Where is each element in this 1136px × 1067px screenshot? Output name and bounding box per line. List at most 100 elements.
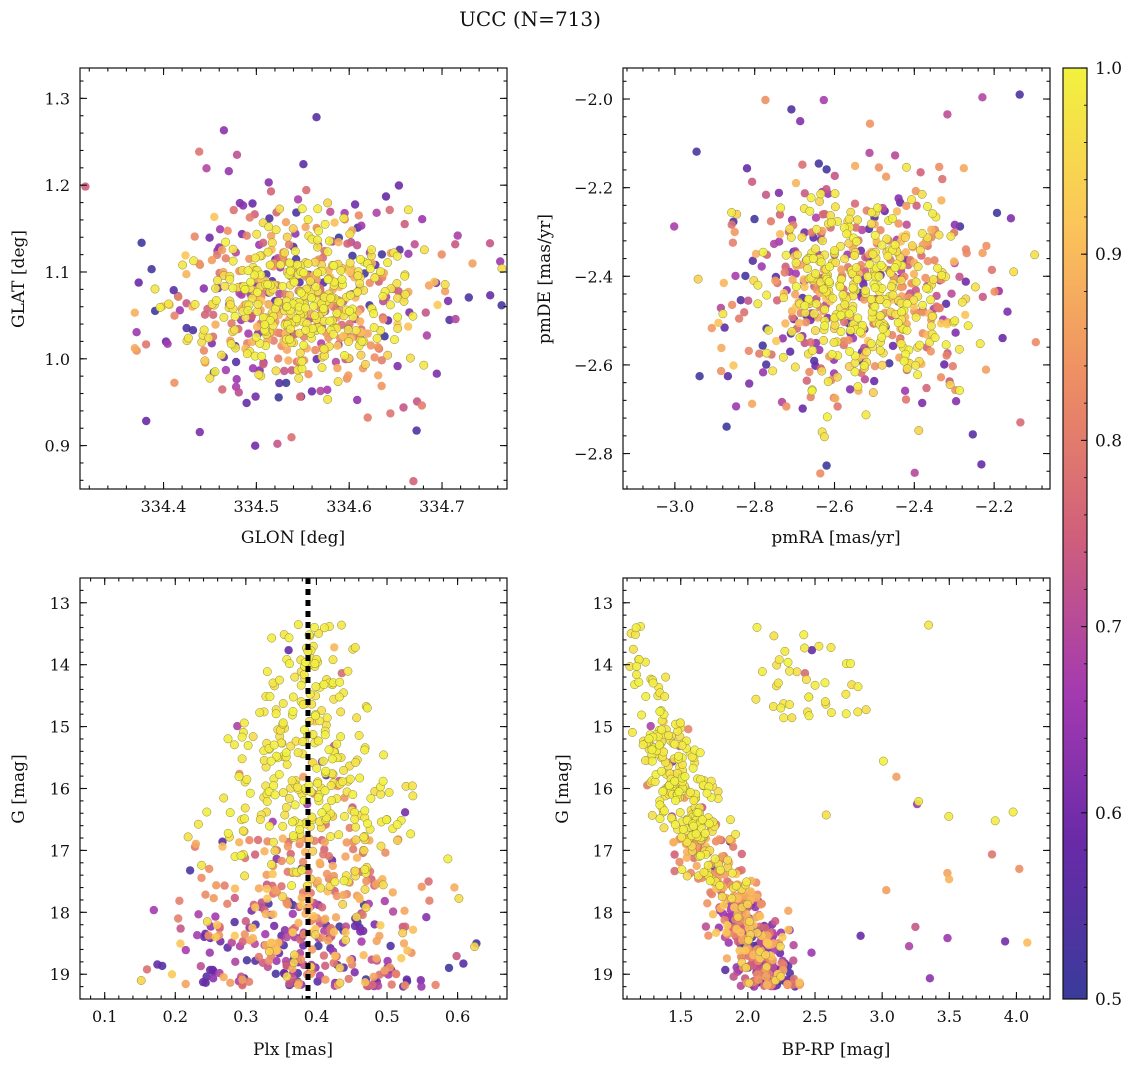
data-point [380, 896, 389, 906]
data-point [319, 680, 329, 690]
data-point [454, 894, 464, 903]
data-point [333, 363, 342, 373]
data-point [250, 270, 259, 280]
data-point [377, 381, 386, 391]
data-point [833, 402, 842, 411]
data-point [201, 890, 210, 899]
data-point [278, 718, 288, 728]
data-point [627, 727, 637, 737]
data-point [326, 293, 336, 303]
data-point [142, 965, 152, 974]
data-point [826, 708, 836, 718]
data-point [370, 353, 379, 362]
data-point [400, 906, 409, 915]
data-point [671, 796, 681, 805]
data-point [819, 432, 829, 442]
data-point [647, 745, 657, 755]
data-point [248, 732, 258, 742]
data-point [1015, 864, 1024, 874]
data-point [356, 927, 365, 936]
data-point [745, 379, 754, 388]
data-point [758, 247, 768, 257]
data-point [400, 981, 410, 990]
data-point [268, 837, 278, 847]
data-point [316, 325, 326, 335]
data-point [211, 283, 221, 293]
data-point [761, 972, 771, 981]
data-point [779, 293, 789, 303]
data-point [312, 113, 321, 122]
panel-glon-glat-xlabel: GLON [deg] [241, 528, 345, 548]
data-point [264, 947, 274, 957]
data-point [297, 204, 307, 214]
data-point [320, 838, 329, 847]
data-point [195, 427, 204, 437]
data-point [329, 958, 338, 968]
data-point [1009, 267, 1019, 277]
data-point [902, 325, 912, 335]
data-point [235, 838, 244, 847]
data-point [237, 732, 247, 742]
y-tick-label: 15 [50, 718, 70, 737]
data-point [806, 193, 816, 203]
data-point [961, 310, 970, 320]
data-point [398, 928, 408, 938]
data-point [223, 899, 232, 908]
panel-pmra-pmde-frame [622, 67, 1051, 490]
data-point [918, 300, 928, 310]
data-point [383, 350, 393, 360]
data-point [433, 300, 442, 310]
data-point [250, 253, 260, 263]
data-point [729, 972, 738, 981]
data-point [388, 888, 397, 897]
data-point [262, 870, 271, 879]
data-point [260, 847, 269, 856]
data-point [274, 354, 283, 363]
data-point [761, 950, 771, 960]
data-point [646, 721, 655, 731]
data-point [169, 286, 178, 295]
data-point [787, 713, 797, 723]
data-point [290, 950, 299, 960]
data-point [288, 928, 297, 937]
data-point [890, 263, 900, 273]
data-point [405, 353, 415, 363]
y-tick-label: −2.6 [574, 356, 613, 375]
x-tick-label: 334.5 [233, 497, 279, 516]
data-point [743, 935, 753, 945]
data-point [820, 678, 830, 688]
data-point [674, 751, 683, 761]
data-point [789, 956, 798, 965]
data-point [727, 868, 737, 878]
data-point [779, 960, 788, 969]
data-point [407, 781, 417, 791]
data-point [868, 249, 878, 259]
data-point [422, 913, 431, 922]
y-tick-label: 16 [593, 780, 613, 799]
data-point [408, 925, 418, 934]
data-point [387, 980, 396, 989]
data-point [284, 633, 294, 643]
data-point [209, 894, 218, 903]
data-point [459, 959, 468, 968]
data-point [762, 980, 772, 990]
data-point [708, 910, 718, 919]
data-point [307, 293, 316, 303]
data-point [1015, 90, 1024, 99]
data-point [693, 274, 703, 284]
data-point [805, 206, 815, 216]
data-point [877, 332, 887, 342]
data-point [205, 373, 215, 383]
data-point [942, 320, 952, 329]
data-point [890, 151, 900, 160]
data-point [648, 678, 658, 688]
data-point [400, 808, 410, 817]
data-point [265, 214, 274, 223]
data-point [319, 623, 329, 633]
data-point [929, 275, 938, 285]
data-point [333, 341, 342, 350]
data-point [840, 300, 850, 309]
data-point [731, 402, 741, 411]
data-point [231, 957, 240, 966]
data-point [376, 841, 386, 851]
